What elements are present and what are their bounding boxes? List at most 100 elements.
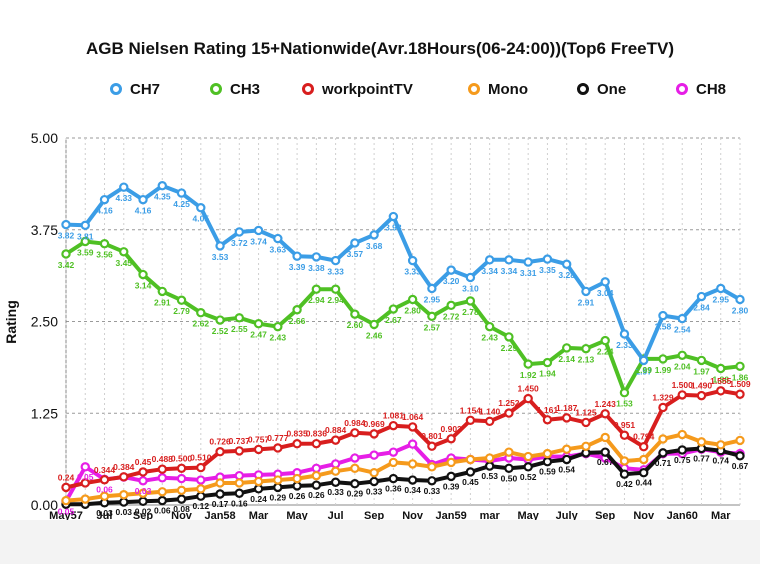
- x-tick-label: May: [517, 510, 539, 520]
- x-tick-label: Sep: [595, 510, 615, 520]
- series-One: [61, 443, 745, 509]
- data-label: 3.57: [347, 249, 364, 259]
- data-label: 2.94: [308, 295, 325, 305]
- data-point: [119, 497, 129, 507]
- data-point: [253, 319, 264, 329]
- data-point: [253, 484, 264, 494]
- data-point: [234, 313, 245, 323]
- data-label: 0.33: [424, 486, 441, 496]
- data-point: [176, 188, 187, 198]
- data-point: [716, 283, 726, 294]
- data-label: 4.25: [173, 199, 190, 209]
- data-label: 1.99: [635, 365, 652, 375]
- data-point: [138, 496, 148, 507]
- data-point: [138, 269, 148, 280]
- data-point: [600, 447, 610, 457]
- data-point: [504, 463, 514, 473]
- y-tick-label: 5.00: [31, 130, 58, 146]
- series-workpointTV: [61, 386, 745, 493]
- data-label: 3.74: [250, 236, 267, 246]
- data-point: [157, 464, 167, 474]
- data-point: [446, 434, 456, 444]
- data-label: 0.737: [229, 436, 251, 446]
- data-point: [581, 343, 591, 354]
- x-tick-label: July: [556, 510, 579, 520]
- data-point: [80, 478, 90, 488]
- data-point: [311, 438, 322, 449]
- chart-title: AGB Nielsen Rating 15+Nationwide(Avr.18H…: [86, 39, 674, 58]
- x-tick-label: Sep: [133, 510, 153, 520]
- data-point: [523, 451, 533, 462]
- data-label: 3.33: [404, 267, 421, 277]
- data-point: [716, 386, 726, 396]
- data-label: 2.60: [347, 320, 364, 330]
- data-label: 2.33: [616, 340, 633, 350]
- data-point: [735, 389, 745, 399]
- legend-item-3: Mono: [468, 81, 528, 98]
- data-point: [99, 491, 110, 501]
- data-point: [465, 296, 476, 306]
- data-point: [677, 350, 687, 360]
- data-label: 3.14: [135, 281, 152, 291]
- series-Mono: [61, 429, 745, 506]
- data-point: [273, 321, 283, 332]
- data-point: [157, 473, 167, 483]
- data-label: 0.969: [363, 419, 385, 429]
- data-label: 3.31: [520, 268, 537, 278]
- data-label: 3.63: [270, 245, 287, 255]
- data-point: [696, 437, 707, 447]
- legend-marker: [110, 83, 122, 95]
- data-label: 0.24: [58, 472, 75, 482]
- data-label: 3.38: [308, 263, 325, 273]
- data-point: [427, 441, 437, 451]
- data-labels: 3.82 3.814.164.334.164.354.254.053.533.72…: [58, 192, 751, 518]
- data-label: 2.66: [289, 316, 306, 326]
- data-point: [80, 220, 90, 231]
- data-label: 0.344: [94, 465, 116, 475]
- data-label: 0.03: [115, 507, 132, 517]
- data-label: 0.59: [539, 467, 556, 477]
- x-axis: May57 Jul Sep Nov Jan58 Mar May Jul Sep Nov Jan59 m…: [49, 510, 731, 520]
- data-label: 0.06: [96, 484, 113, 494]
- data-point: [561, 454, 572, 465]
- data-label: 0.835: [286, 429, 308, 439]
- data-label: 3.10: [462, 283, 479, 293]
- data-label: 1.450: [518, 384, 540, 394]
- series-CH3: [61, 236, 745, 398]
- data-point: [407, 439, 418, 449]
- data-label: 2.04: [674, 361, 691, 371]
- data-label: 3.81: [77, 231, 94, 241]
- data-point: [658, 310, 668, 321]
- legend-item-2: workpointTV: [302, 81, 413, 98]
- data-point: [696, 291, 707, 302]
- legend-item-4: One: [577, 81, 626, 98]
- data-label: 0.794: [633, 432, 655, 442]
- data-point: [581, 441, 591, 451]
- data-point: [484, 453, 495, 463]
- data-point: [80, 494, 90, 504]
- legend-label: Mono: [488, 81, 528, 98]
- data-point: [330, 459, 341, 469]
- data-point: [330, 466, 341, 476]
- data-point: [542, 415, 553, 425]
- data-label: 4.33: [115, 193, 132, 203]
- data-point: [504, 332, 514, 342]
- data-label: 0.45: [462, 477, 479, 487]
- data-label: 0.757: [248, 434, 270, 444]
- data-point: [407, 459, 418, 469]
- data-label: 3.82: [58, 231, 75, 241]
- data-point: [465, 272, 476, 283]
- data-label: 2.78: [462, 307, 479, 317]
- data-label: 0.726: [209, 437, 231, 447]
- data-point: [523, 393, 533, 404]
- data-point: [581, 286, 591, 297]
- data-label: 0.45: [135, 457, 152, 467]
- legend-marker: [676, 83, 688, 95]
- data-point: [369, 230, 379, 240]
- data-point: [388, 457, 399, 468]
- footer-band: [0, 520, 760, 564]
- data-point: [658, 448, 668, 458]
- data-point: [735, 451, 745, 461]
- data-label: 1.53: [616, 399, 633, 409]
- data-label: 0.26: [308, 490, 325, 500]
